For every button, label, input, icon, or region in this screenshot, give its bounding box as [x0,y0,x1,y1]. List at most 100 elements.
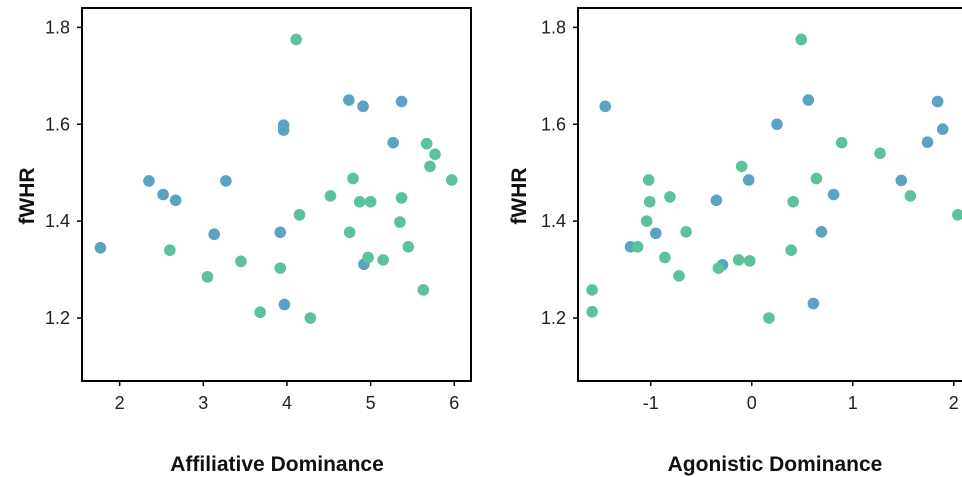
data-point-green [673,270,685,282]
data-point-green [810,172,823,185]
y-axis-title: fWHR [508,167,531,224]
data-point-green [795,33,808,46]
data-point-blue [277,124,290,136]
y-tick-label: 1.4 [541,211,566,231]
data-point-blue [387,136,400,149]
data-point-blue [599,100,612,113]
data-point-green [304,312,317,324]
data-point-blue [921,136,934,148]
data-point-blue [220,175,232,187]
x-tick-label: 5 [366,393,376,413]
data-point-green [735,160,748,173]
y-tick-label: 1.8 [541,17,566,37]
y-tick-label: 1.2 [541,308,566,328]
x-tick-label: 2 [949,393,959,413]
x-tick-label: 1 [848,393,858,413]
data-point-green [164,244,176,257]
points-group [586,33,962,324]
data-point-green [377,254,389,266]
data-point-green [364,195,377,208]
data-point-blue [742,174,755,186]
x-tick-label: 6 [449,393,459,413]
data-point-blue [827,188,840,201]
chart-panel-agonistic: -1 0 1 2 1.2 1.4 1.6 1.8 fWHR Agonistic Dominan… [508,7,962,476]
data-point-green [290,33,302,46]
data-point-green [254,306,266,319]
data-point-green [640,215,653,227]
data-point-green [712,262,725,274]
data-point-green [235,255,247,268]
y-tick-label: 1.4 [45,211,70,231]
data-point-blue [815,226,828,238]
plot-frame [577,7,962,382]
data-point-blue [343,94,355,106]
data-point-blue [94,241,107,254]
data-point-green [353,195,366,208]
x-axis-title: Affiliative Dominance [170,453,384,476]
data-point-green [642,174,655,186]
data-point-green [664,191,676,203]
data-point-blue [936,123,949,135]
x-tick-label: 3 [198,393,208,413]
chart-panel-affiliative: 2 3 4 5 6 1.2 1.4 1.6 1.8 fWHR Affiliative Domin… [16,7,472,476]
data-point-blue [771,118,783,131]
data-point-blue [395,95,408,108]
data-point-green [429,148,441,161]
data-point-green [324,190,337,202]
data-point-green [417,284,430,296]
data-point-green [732,254,745,266]
data-point-blue [157,188,169,201]
data-point-green [763,312,775,324]
data-point-green [659,251,671,264]
data-point-green [586,284,598,296]
tick-group: -1 0 1 2 1.2 1.4 1.6 1.8 [541,17,959,413]
data-point-green [293,209,306,221]
data-point-blue [143,175,155,187]
x-tick-label: 4 [282,393,292,413]
data-point-green [274,262,287,274]
data-point-blue [931,95,944,108]
data-point-green [952,209,962,221]
x-tick-label: -1 [643,393,659,413]
data-point-green [586,305,598,318]
data-point-green [343,226,356,239]
data-point-green [395,192,408,204]
x-tick-label: 0 [747,393,757,413]
data-point-green [347,172,359,185]
x-tick-label: 2 [115,393,125,413]
data-point-green [402,241,415,253]
data-point-blue [169,194,182,207]
data-point-blue [710,194,723,207]
data-point-green [394,216,406,228]
y-tick-label: 1.8 [45,17,70,37]
data-point-blue [274,226,287,239]
data-point-green [631,241,644,253]
data-point-green [680,226,692,238]
data-point-blue [208,228,220,241]
data-point-green [904,190,917,202]
data-point-green [643,195,656,208]
data-point-blue [895,174,908,187]
data-point-blue [802,94,815,106]
data-point-green [787,195,799,208]
data-point-green [874,147,886,160]
data-point-green [362,251,374,264]
tick-group: 2 3 4 5 6 1.2 1.4 1.6 1.8 [45,17,459,413]
data-point-green [424,160,436,173]
plot-frame [81,7,472,382]
data-point-green [201,271,214,283]
data-point-blue [649,227,662,240]
data-point-blue [357,100,369,113]
data-point-green [785,244,797,257]
y-axis-title: fWHR [16,167,39,224]
data-point-blue [278,298,291,311]
data-point-green [420,137,433,150]
y-tick-label: 1.6 [541,114,566,134]
x-axis-title: Agonistic Dominance [668,453,883,476]
y-tick-label: 1.6 [45,114,70,134]
y-tick-label: 1.2 [45,308,70,328]
data-point-blue [807,297,820,310]
data-point-green [445,174,458,186]
points-group [94,33,458,324]
